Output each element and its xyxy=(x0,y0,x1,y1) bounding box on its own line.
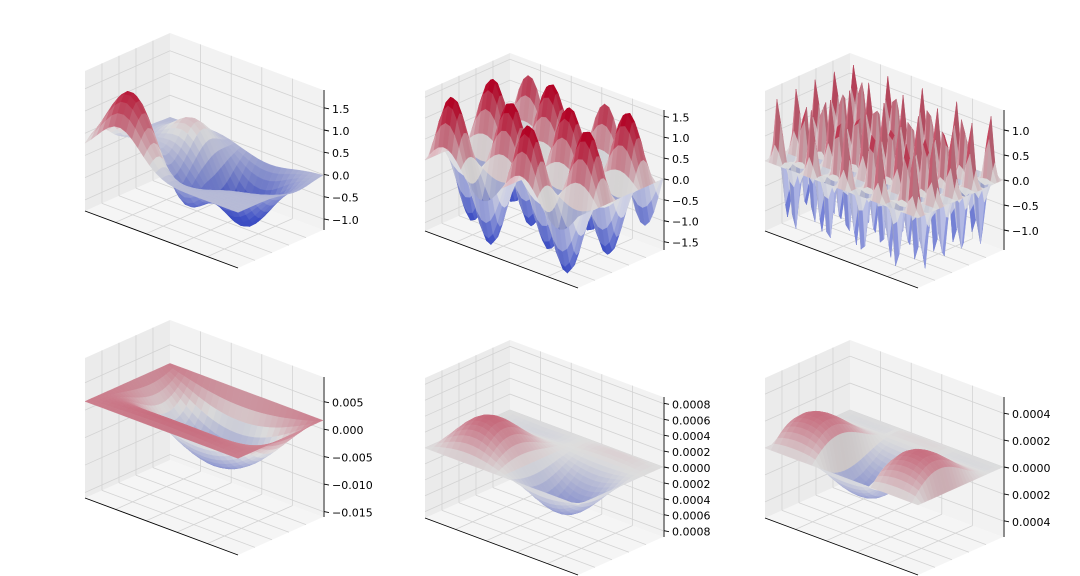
z-tick-mark xyxy=(323,218,330,221)
subplot-5: 0.0008 0.0006 0.0004 0.0002 0.0000 0.0002 0.00… xyxy=(424,340,711,576)
z-tick-label: 0.0008 xyxy=(672,398,711,411)
z-tick-mark xyxy=(323,483,330,486)
z-tick-label: −0.5 xyxy=(672,195,699,208)
z-tick-label: 0.0000 xyxy=(672,462,711,475)
z-tick-mark xyxy=(323,129,330,132)
z-tick-label: 0.0 xyxy=(1012,175,1030,188)
z-tick-mark xyxy=(663,498,670,501)
z-tick-mark xyxy=(663,115,670,118)
z-tick-label: −0.015 xyxy=(332,507,373,520)
z-tick-mark xyxy=(1003,179,1010,182)
z-tick-mark xyxy=(663,241,670,244)
z-tick-label: 0.0008 xyxy=(672,526,711,539)
subplot-1: 1.5 1.0 0.5 0.0 −0.5 −1.0 xyxy=(84,33,359,269)
x-axis-line xyxy=(84,210,239,269)
z-tick-label: 1.0 xyxy=(1012,125,1030,138)
z-tick-mark xyxy=(663,199,670,202)
z-tick-mark xyxy=(663,157,670,160)
z-tick-label: 0.5 xyxy=(1012,150,1030,163)
z-tick-label: 0.0006 xyxy=(672,510,711,523)
z-tick-mark xyxy=(323,107,330,110)
z-tick-mark xyxy=(323,196,330,199)
z-tick-mark xyxy=(663,450,670,453)
z-tick-label: −1.0 xyxy=(332,214,359,227)
z-tick-mark xyxy=(663,220,670,223)
z-tick-mark xyxy=(663,418,670,421)
z-tick-mark xyxy=(663,530,670,533)
z-tick-label: 0.005 xyxy=(332,397,364,410)
z-tick-label: −0.005 xyxy=(332,452,373,465)
z-tick-mark xyxy=(323,401,330,404)
z-tick-mark xyxy=(323,511,330,513)
z-tick-mark xyxy=(323,456,330,459)
z-tick-mark xyxy=(663,136,670,139)
z-tick-label: 0.0004 xyxy=(672,494,711,507)
z-tick-label: −0.010 xyxy=(332,479,373,492)
z-tick-label: −1.5 xyxy=(672,237,699,250)
z-tick-mark xyxy=(323,428,330,431)
subplot-2: 1.5 1.0 0.5 0.0 −0.5 −1.0 −1.5 xyxy=(424,53,699,289)
z-tick-label: 0.5 xyxy=(332,147,350,160)
subplot-3: 1.0 0.5 0.0 −0.5 −1.0 xyxy=(764,53,1039,289)
z-tick-label: 1.0 xyxy=(672,132,690,145)
z-tick-label: 0.0004 xyxy=(672,430,711,443)
z-tick-label: 0.0002 xyxy=(672,478,711,491)
z-tick-label: 0.0006 xyxy=(672,414,711,427)
z-tick-label: 0.000 xyxy=(332,424,364,437)
z-tick-label: 1.5 xyxy=(672,111,690,124)
z-tick-mark xyxy=(323,174,330,176)
z-tick-mark xyxy=(663,178,670,181)
z-tick-label: 1.5 xyxy=(332,103,350,116)
floor-pane xyxy=(85,173,323,268)
z-tick-mark xyxy=(1003,204,1010,207)
z-tick-label: −0.5 xyxy=(332,192,359,205)
z-tick-label: 1.0 xyxy=(332,125,350,138)
z-tick-mark xyxy=(663,466,670,469)
surface-patch xyxy=(231,208,242,213)
z-tick-label: 0.5 xyxy=(672,153,690,166)
z-tick-label: −1.0 xyxy=(672,216,699,229)
subplot-4: 0.005 0.000 −0.005 −0.010 −0.015 xyxy=(84,320,373,556)
z-tick-label: 0.0 xyxy=(672,174,690,187)
z-tick-mark xyxy=(663,514,670,517)
z-tick-mark xyxy=(1003,129,1010,132)
z-tick-mark xyxy=(663,434,670,437)
z-tick-mark xyxy=(1003,229,1010,232)
z-tick-label: −1.0 xyxy=(1012,225,1039,238)
z-tick-label: 0.0 xyxy=(332,169,350,182)
z-tick-label: −0.5 xyxy=(1012,200,1039,213)
z-tick-mark xyxy=(663,402,670,405)
z-tick-mark xyxy=(1003,154,1010,157)
surface xyxy=(84,90,324,227)
z-tick-label: 0.0002 xyxy=(672,446,711,459)
z-tick-mark xyxy=(663,482,670,485)
surface xyxy=(424,74,664,274)
axis-lines: 1.5 1.0 0.5 0.0 −0.5 −1.0 xyxy=(84,90,359,269)
z-tick-mark xyxy=(323,151,330,154)
